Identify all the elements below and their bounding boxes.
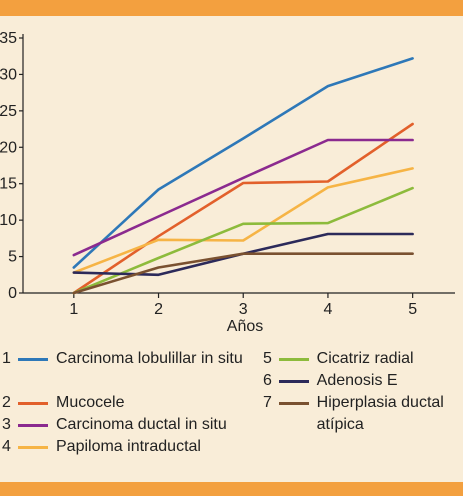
legend-item-2: 2 Mucocele <box>2 392 257 414</box>
legend-item-6: 6 Adenosis E <box>263 370 463 392</box>
legend-item-4: 4 Papiloma intraductal <box>2 436 257 458</box>
y-tick-label: 15 <box>0 176 17 193</box>
chart-canvas: 0 5 10 15 20 25 30 35 1 2 3 4 5 Años <box>0 30 455 335</box>
series-line-7 <box>72 252 414 295</box>
y-tick-label: 25 <box>0 103 17 120</box>
axes: 0 5 10 15 20 25 30 35 1 2 3 4 5 <box>0 30 455 318</box>
y-tick-label: 5 <box>8 249 17 266</box>
legend-number: 4 <box>2 438 11 455</box>
legend-swatch <box>278 380 309 383</box>
x-tick-label: 5 <box>408 301 417 318</box>
legend-swatch <box>18 424 48 427</box>
y-tick-label: 10 <box>0 212 17 229</box>
series-lines <box>72 57 414 295</box>
y-tick-label: 20 <box>0 139 17 156</box>
legend: 1 Carcinoma lobulillar in situ 2 Mucocele 3 C… <box>0 346 463 480</box>
legend-swatch <box>18 446 48 449</box>
x-tick-label: 3 <box>239 301 248 318</box>
legend-number: 5 <box>263 350 272 367</box>
legend-swatch <box>278 402 309 405</box>
legend-number: 1 <box>2 350 11 367</box>
legend-number: 3 <box>2 416 11 433</box>
y-tick-label: 0 <box>8 285 17 302</box>
legend-swatch <box>18 402 48 405</box>
top-accent-band <box>0 0 463 16</box>
series-line-1 <box>72 57 414 269</box>
series-line-3 <box>72 138 414 257</box>
legend-label: Hiperplasia ductal atípica <box>316 394 444 433</box>
legend-label: Mucocele <box>56 394 125 411</box>
x-tick-label: 4 <box>323 301 332 318</box>
y-tick-label: 35 <box>0 30 17 47</box>
x-axis-title: Años <box>227 318 263 335</box>
legend-label: Carcinoma ductal in situ <box>56 416 227 433</box>
legend-swatch <box>278 358 309 361</box>
x-tick-label: 1 <box>69 301 78 318</box>
legend-swatch <box>18 358 48 361</box>
y-tick-label: 30 <box>0 66 17 83</box>
legend-number: 2 <box>2 394 11 411</box>
legend-item-7: 7 Hiperplasia ductal atípica <box>263 392 463 436</box>
legend-item-3: 3 Carcinoma ductal in situ <box>2 414 272 436</box>
legend-number: 7 <box>263 394 272 411</box>
legend-label: Cicatriz radial <box>316 350 414 367</box>
legend-item-1: 1 Carcinoma lobulillar in situ <box>2 348 257 370</box>
x-tick-label: 2 <box>154 301 163 318</box>
legend-number: 6 <box>263 372 272 389</box>
bottom-accent-band <box>0 482 463 496</box>
series-line-5 <box>72 186 414 295</box>
series-line-2 <box>72 122 414 295</box>
legend-item-5: 5 Cicatriz radial <box>263 348 463 370</box>
line-chart: 0 5 10 15 20 25 30 35 1 2 3 4 5 Años <box>0 16 463 346</box>
series-line-4 <box>72 167 414 274</box>
legend-label: Carcinoma lobulillar in situ <box>56 350 243 367</box>
legend-label: Papiloma intraductal <box>56 438 201 455</box>
legend-label: Adenosis E <box>316 372 398 389</box>
